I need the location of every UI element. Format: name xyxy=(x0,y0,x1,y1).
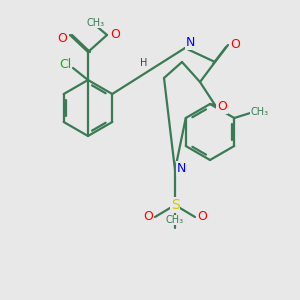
Text: CH₃: CH₃ xyxy=(250,107,268,117)
Text: O: O xyxy=(197,211,207,224)
Text: CH₃: CH₃ xyxy=(166,215,184,225)
Text: O: O xyxy=(217,100,227,113)
Text: O: O xyxy=(143,211,153,224)
Text: O: O xyxy=(230,38,240,52)
Text: CH₃: CH₃ xyxy=(87,18,105,28)
Text: O: O xyxy=(110,28,120,41)
Text: O: O xyxy=(57,32,67,46)
Text: N: N xyxy=(185,37,195,50)
Text: Cl: Cl xyxy=(59,58,71,71)
Text: H: H xyxy=(140,58,147,68)
Text: N: N xyxy=(176,161,186,175)
Text: S: S xyxy=(171,198,179,212)
